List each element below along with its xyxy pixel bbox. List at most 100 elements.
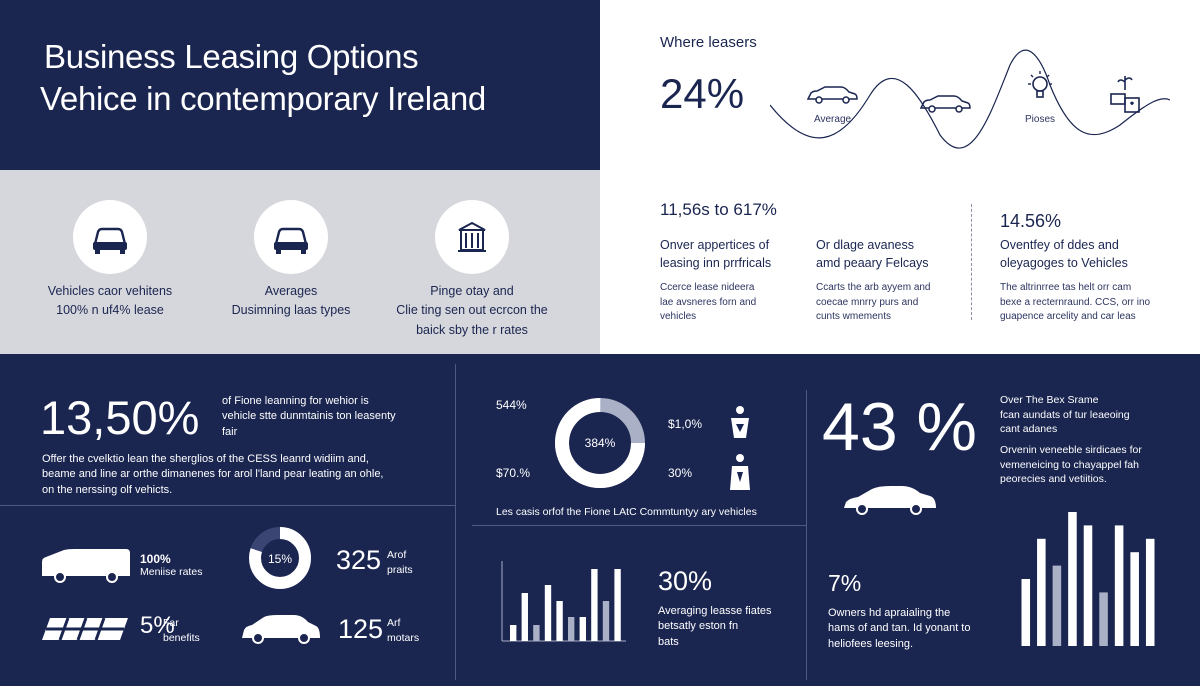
- ring-center-label: 15%: [268, 552, 292, 566]
- col3-stat: 14.56%: [1000, 211, 1062, 231]
- page-title-line2: Vehice in contemporary Ireland: [40, 80, 486, 117]
- col1-sub2: lae avsneres forn and: [660, 296, 757, 308]
- col1-sub3: vehicles: [660, 311, 697, 322]
- header-panel: Business Leasing Options Vehice in conte…: [0, 0, 600, 170]
- col2-sub2: coecae mnrry purs and: [816, 296, 919, 308]
- bar: [533, 625, 540, 641]
- col1-head1: Onver appertices of: [660, 238, 770, 252]
- car-side-icon: [806, 86, 858, 104]
- car-side-icon: [242, 615, 320, 644]
- col-divider: [971, 204, 972, 320]
- feature-1-line1: Vehicles caor vehitens: [47, 284, 173, 298]
- feature-2-text: Averages Dusimning laas types: [201, 282, 381, 321]
- bar: [591, 569, 598, 641]
- bar: [1145, 538, 1155, 646]
- col2-head2: amd peaary Felcays: [816, 256, 929, 271]
- br-desc-2: fcan aundats of tur leaeoing: [1000, 408, 1130, 421]
- wave-line: [770, 49, 1170, 149]
- num1: 325: [336, 545, 382, 575]
- feature-panel: Vehicles caor vehitens 100% n uf4% lease…: [0, 170, 600, 354]
- bar: [1021, 579, 1031, 646]
- br-small-desc-3: heliofees leesing.: [828, 637, 914, 650]
- top-right-stat: 24%: [660, 70, 745, 117]
- para-2: beame and line ar orthe dimanenes for ar…: [42, 468, 384, 481]
- bar: [614, 569, 621, 641]
- bar: [568, 617, 575, 641]
- donut-caption: Les casis orfof the Fione LAtC Commtunty…: [496, 506, 757, 518]
- top-right-panel: Where leasers 24% Average Pioses 11,56s …: [600, 0, 1200, 354]
- van-pct: 100%: [140, 552, 171, 566]
- feature-icon-circle-3: [435, 200, 509, 274]
- bottom-right-desc-a: Over The Bex Srame fcan aundats of tur l…: [1000, 393, 1190, 437]
- col1-stat: 11,56s to 617%: [660, 200, 777, 219]
- bottom-right-small-desc: Owners hd apraialing the hams of and tan…: [828, 606, 970, 652]
- ring-value-arc: [249, 527, 311, 589]
- col2-sub: Ccarts the arb ayyem and coecae mnrry pu…: [816, 281, 966, 325]
- plant-box-icon: [1110, 76, 1140, 113]
- bar: [1114, 525, 1124, 646]
- bar: [556, 601, 563, 641]
- col2-head1: Or dlage avaness: [816, 238, 914, 252]
- para-3: on the nerssing olf vehicts.: [42, 483, 173, 496]
- bar: [1099, 592, 1108, 646]
- donut-label-tl: 544%: [496, 398, 527, 412]
- bar-chart-large: [1021, 512, 1155, 646]
- num1-label-2: praits: [387, 563, 413, 576]
- bottom-right-stat-small: 7%: [828, 570, 862, 596]
- bar-desc: Averaging leasse fiates betsatly eston f…: [658, 604, 772, 650]
- icon-label-pioses: Pioses: [1025, 114, 1056, 125]
- car-side-icon: [844, 486, 936, 515]
- lightbulb-icon: [1028, 71, 1052, 98]
- bar: [1083, 525, 1093, 646]
- feature-icon-circle-1: [73, 200, 147, 274]
- col1-heading: Onver appertices of leasing inn prrfrica…: [660, 236, 830, 272]
- feature-3-line1: Pinge otay and: [430, 284, 514, 298]
- van-icon: [42, 549, 130, 583]
- van-label: Meniise rates: [140, 566, 203, 578]
- donut-label-bl: $70.%: [496, 466, 531, 480]
- bottom-left-paragraph: Offer the cvelktio lean the sherglios of…: [42, 452, 437, 498]
- num1-label: Arof praits: [387, 548, 413, 577]
- feature-icon-circle-2: [254, 200, 328, 274]
- bar: [1037, 538, 1046, 646]
- bottom-divider-2: [806, 390, 807, 680]
- col3-sub: The altrinrree tas helt orr cam bexe a r…: [1000, 281, 1190, 325]
- feature-3-line3: baick sby the r rates: [416, 322, 528, 337]
- col1-head2: leasing inn prrfricals: [660, 256, 772, 271]
- tool-label: Far benefits: [163, 616, 200, 645]
- br-small-desc-2: hams of and tan. Id yonant to: [828, 622, 971, 635]
- car-front-icon: [93, 227, 127, 254]
- num2-label-1: Arf: [387, 617, 401, 629]
- bar-desc-1: Averaging leasse fiates: [658, 605, 772, 617]
- ring-chart: 15%: [249, 527, 311, 589]
- donut-label-tr: $1,0%: [668, 417, 703, 431]
- tool-rack-icon: [42, 617, 128, 641]
- bar-desc-2: betsatly eston fn: [658, 620, 739, 633]
- bottom-left-hline: [0, 505, 455, 506]
- car-front-icon: [274, 227, 308, 254]
- feature-2-line2: Dusimning laas types: [231, 303, 351, 318]
- icon-label-average: Average: [814, 114, 852, 125]
- bar: [1052, 565, 1062, 646]
- num2-label-2: motars: [387, 631, 420, 644]
- donut-value-arc: [555, 398, 645, 488]
- top-right-heading: Where leasers: [660, 34, 757, 51]
- bar: [602, 601, 610, 641]
- car-side-icon: [919, 95, 971, 113]
- big-desc-1: of Fione leanning for wehior is: [222, 395, 369, 407]
- br-desc-4: Orvenin veneeble sirdicaes for: [1000, 444, 1142, 456]
- br-desc-6: peorecies and vetiitios.: [1000, 473, 1107, 486]
- bottom-divider-1: [455, 364, 456, 680]
- bottom-mid-hline: [472, 525, 806, 526]
- para-1: Offer the cvelktio lean the sherglios of…: [42, 453, 369, 465]
- donut-label-br: 30%: [668, 466, 693, 480]
- bar-chart-small: [501, 561, 626, 642]
- feature-3-line2: Clie ting sen out ecrcon the: [396, 303, 548, 318]
- tool-label-2: benefits: [163, 631, 200, 644]
- page-title-line1: Business Leasing Options: [44, 38, 419, 75]
- col2-heading: Or dlage avaness amd peaary Felcays: [816, 236, 966, 272]
- col3-head2: oleyagoges to Vehicles: [1000, 256, 1128, 271]
- person-icon: [730, 454, 750, 490]
- bar-stat: 30%: [658, 566, 713, 596]
- br-desc-1: Over The Bex Srame: [1000, 394, 1099, 406]
